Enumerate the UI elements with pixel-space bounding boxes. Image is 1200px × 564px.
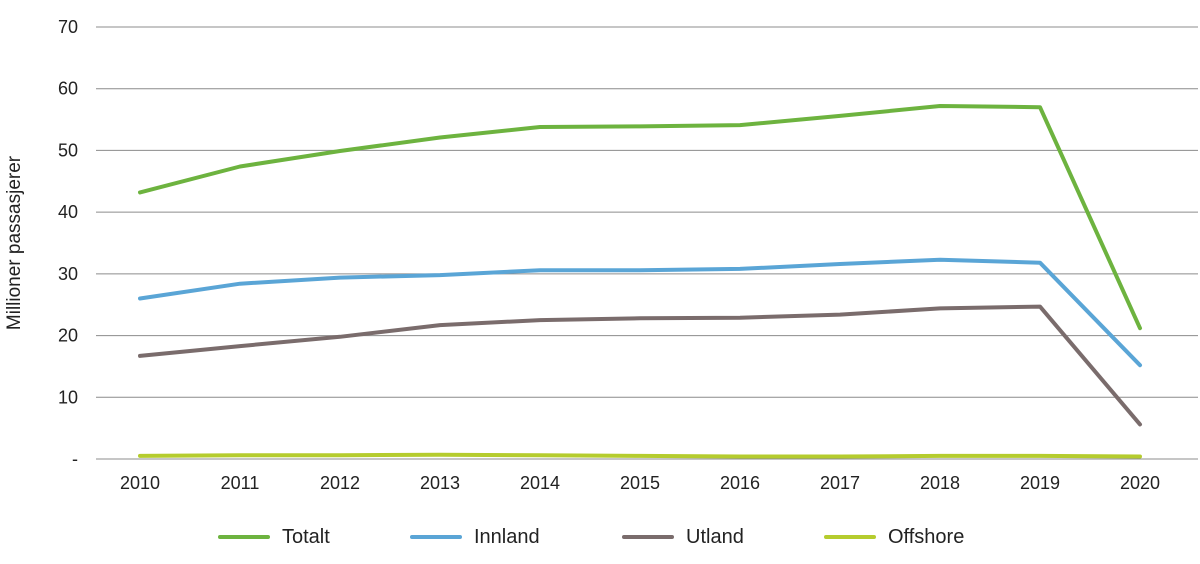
legend-label: Utland — [686, 526, 744, 548]
y-axis-title: Millioner passasjerer — [4, 155, 25, 330]
y-tick-label: 60 — [58, 79, 78, 99]
y-tick-label: - — [72, 449, 78, 469]
series-line-utland — [138, 304, 1142, 427]
x-axis-ticks: 2010 2011 2012 2013 2014 2015 2016 2017 2018 2019… — [120, 473, 1160, 493]
x-tick-label: 2015 — [620, 473, 660, 493]
y-tick-label: 40 — [58, 202, 78, 222]
x-tick-label: 2013 — [420, 473, 460, 493]
y-tick-label: 50 — [58, 140, 78, 160]
x-tick-label: 2016 — [720, 473, 760, 493]
x-tick-label: 2018 — [920, 473, 960, 493]
y-axis-ticks: - 10 20 30 40 50 60 70 — [58, 17, 78, 469]
x-tick-label: 2019 — [1020, 473, 1060, 493]
legend-item-totalt: Totalt — [218, 526, 330, 548]
x-tick-label: 2014 — [520, 473, 560, 493]
legend: Totalt Innland Utland Offshore — [218, 526, 964, 548]
legend-item-offshore: Offshore — [824, 526, 964, 548]
y-tick-label: 30 — [58, 264, 78, 284]
legend-label: Totalt — [282, 526, 330, 548]
legend-label: Innland — [474, 526, 540, 548]
x-tick-label: 2011 — [221, 473, 260, 493]
series-line-offshore — [138, 452, 1142, 459]
legend-item-utland: Utland — [622, 526, 744, 548]
gridlines — [96, 26, 1198, 460]
y-tick-label: 70 — [58, 17, 78, 37]
legend-label: Offshore — [888, 526, 964, 548]
x-tick-label: 2020 — [1120, 473, 1160, 493]
x-tick-label: 2012 — [320, 473, 360, 493]
y-tick-label: 10 — [58, 387, 78, 407]
x-tick-label: 2010 — [120, 473, 160, 493]
x-tick-label: 2017 — [820, 473, 860, 493]
y-tick-label: 20 — [58, 326, 78, 346]
series-line-totalt — [138, 104, 1142, 331]
series-line-innland — [138, 257, 1142, 368]
series-lines — [138, 104, 1142, 459]
legend-item-innland: Innland — [410, 526, 540, 548]
